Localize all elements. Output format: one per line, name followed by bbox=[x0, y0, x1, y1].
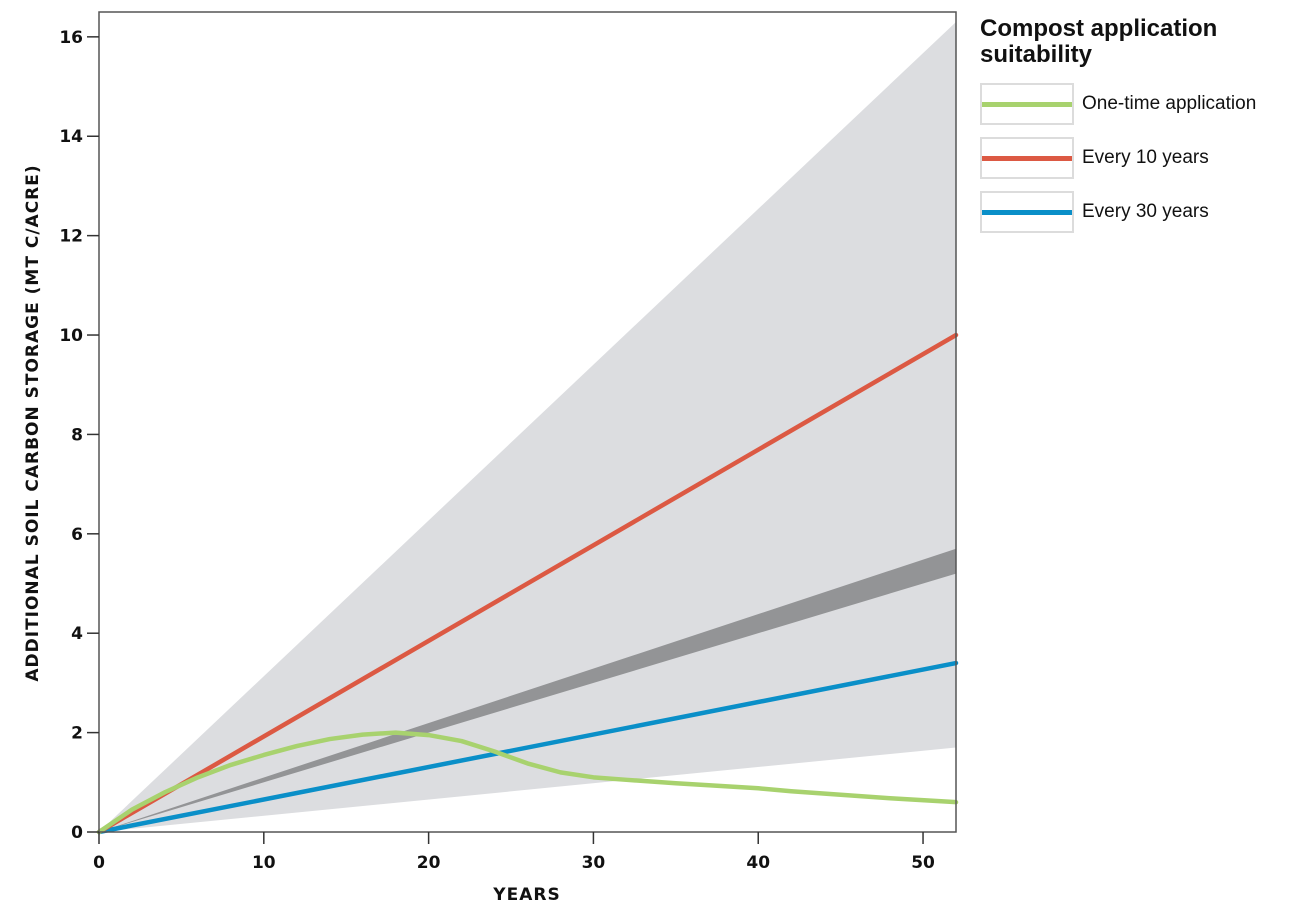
y-tick-label: 16 bbox=[59, 28, 83, 48]
chart: 0 2 4 6 8 10 12 14 16 0 10 20 30 40 50 YEARS ADDITIONA… bbox=[23, 11, 959, 905]
series-line-one-time-application bbox=[96, 730, 959, 835]
legend-title: Compost application suitability bbox=[980, 15, 1218, 68]
y-tick-label: 0 bbox=[71, 823, 83, 843]
y-tick-label: 8 bbox=[71, 425, 83, 445]
legend-item-every-30-years: Every 30 years bbox=[980, 190, 1280, 234]
series-line-every-10-years bbox=[96, 332, 959, 835]
x-axis-title: YEARS bbox=[492, 885, 560, 905]
y-tick-label: 14 bbox=[59, 127, 83, 147]
series-line-every-30-years bbox=[96, 660, 959, 835]
y-tick-label: 10 bbox=[59, 326, 83, 346]
y-tick-label: 12 bbox=[59, 227, 83, 247]
x-tick-label: 20 bbox=[417, 853, 441, 873]
band-1 bbox=[99, 548, 956, 832]
legend-label: One-time application bbox=[1082, 93, 1257, 114]
y-tick-label: 4 bbox=[71, 624, 83, 644]
legend-swatch bbox=[980, 83, 1074, 125]
legend-item-one-time: One-time application bbox=[980, 82, 1280, 126]
plot-frame bbox=[98, 11, 957, 833]
y-tick-label: 2 bbox=[71, 724, 83, 744]
x-tick-label: 50 bbox=[911, 853, 935, 873]
bands bbox=[99, 21, 956, 833]
legend-swatch bbox=[980, 137, 1074, 179]
series-lines bbox=[96, 332, 959, 835]
x-tick-label: 10 bbox=[252, 853, 276, 873]
y-tick-label: 6 bbox=[71, 525, 83, 545]
band-0 bbox=[99, 21, 956, 833]
legend-line-every-10-years bbox=[982, 155, 1072, 161]
legend-swatch bbox=[980, 191, 1074, 233]
legend-line-one-time bbox=[982, 101, 1072, 107]
x-tick-label: 40 bbox=[746, 853, 770, 873]
legend: Compost application suitability One-time… bbox=[980, 16, 1280, 244]
x-tick-label: 0 bbox=[93, 853, 105, 873]
y-axis-title: ADDITIONAL SOIL CARBON STORAGE (MT C/ACR… bbox=[23, 164, 43, 681]
legend-label: Every 10 years bbox=[1082, 147, 1209, 168]
legend-item-every-10-years: Every 10 years bbox=[980, 136, 1280, 180]
legend-label: Every 30 years bbox=[1082, 201, 1209, 222]
legend-line-every-30-years bbox=[982, 209, 1072, 215]
x-tick-label: 30 bbox=[582, 853, 606, 873]
axes: 0 2 4 6 8 10 12 14 16 0 10 20 30 40 50 bbox=[59, 11, 957, 873]
